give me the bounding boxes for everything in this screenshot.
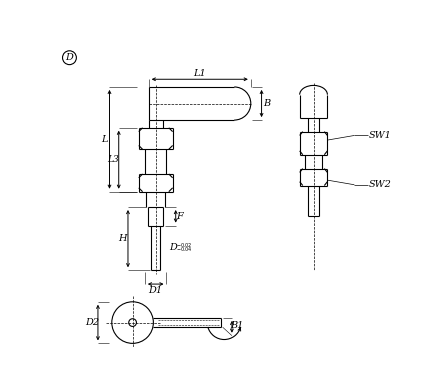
- Text: B: B: [263, 99, 270, 108]
- Text: B1: B1: [231, 321, 244, 330]
- Text: L3: L3: [107, 155, 119, 164]
- Text: SW2: SW2: [369, 180, 392, 189]
- Text: F: F: [176, 212, 183, 221]
- Text: D1: D1: [149, 286, 163, 295]
- Text: D: D: [170, 243, 177, 252]
- Text: SW1: SW1: [369, 131, 392, 140]
- Text: $^{-0.02}_{-0.04}$: $^{-0.02}_{-0.04}$: [176, 241, 193, 255]
- Text: D: D: [65, 53, 73, 62]
- Text: L1: L1: [193, 68, 206, 77]
- Text: L: L: [101, 135, 107, 144]
- Text: D2: D2: [85, 318, 99, 327]
- Text: H: H: [118, 234, 127, 243]
